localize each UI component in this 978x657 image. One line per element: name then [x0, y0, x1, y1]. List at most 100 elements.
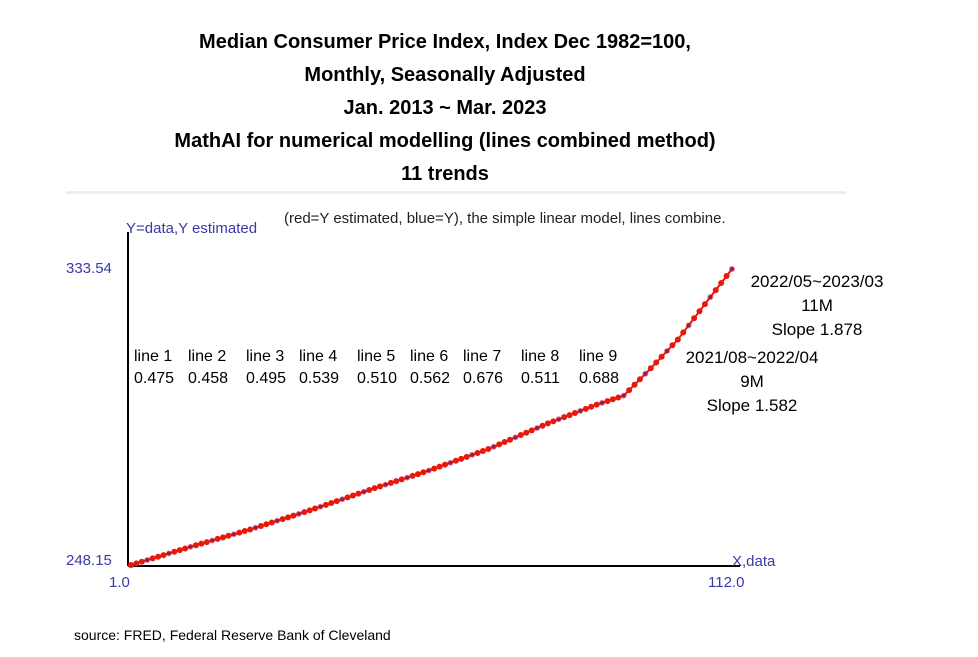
trend-segment-slope: 0.510 — [357, 370, 397, 387]
data-point-y-estimated — [577, 407, 584, 414]
trend-segment-name: line 1 — [134, 348, 172, 365]
data-point-y-estimated — [322, 501, 329, 508]
data-point-y-estimated — [539, 422, 546, 429]
data-point-y-estimated — [550, 418, 557, 425]
data-point-y-estimated — [290, 512, 297, 519]
trend-segment-slope: 0.676 — [463, 370, 503, 387]
data-point-y-estimated — [712, 287, 719, 294]
data-point-y-estimated — [371, 485, 378, 492]
data-point-y-estimated — [452, 457, 459, 464]
trend-segment-name: line 4 — [299, 348, 337, 365]
data-point-y-estimated — [339, 496, 346, 503]
x-tick-label-max: 112.0 — [708, 574, 744, 591]
data-point-y-estimated — [349, 492, 356, 499]
data-point-y-estimated — [312, 505, 319, 512]
data-point-y-estimated — [366, 486, 373, 493]
chart-title-block: Median Consumer Price Index, Index Dec 1… — [0, 26, 890, 191]
data-point-y-estimated — [631, 381, 638, 388]
trend-segment-slope: 0.539 — [299, 370, 339, 387]
chart-title-line-2: Monthly, Seasonally Adjusted — [304, 64, 586, 86]
data-point-y-estimated — [523, 429, 530, 436]
data-point-y-estimated — [236, 529, 243, 536]
data-point-y-estimated — [133, 560, 140, 567]
data-point-y-estimated — [458, 455, 465, 462]
data-point-y-estimated — [301, 509, 308, 516]
x-axis-title: X,data — [732, 553, 776, 570]
data-point-y-estimated — [225, 532, 232, 539]
data-point-y-estimated — [436, 463, 443, 470]
data-point-y-estimated — [404, 474, 411, 481]
data-point-y-estimated — [387, 479, 394, 486]
data-point-y-estimated — [257, 523, 264, 530]
data-point-y-estimated — [192, 542, 199, 549]
trend-segment-name: line 5 — [357, 348, 395, 365]
annotation-period: 2022/05~2023/03 — [751, 272, 884, 291]
data-point-y-estimated — [268, 519, 275, 526]
data-point-y-estimated — [138, 558, 145, 565]
data-point-y-estimated — [285, 514, 292, 521]
data-point-y-estimated — [496, 441, 503, 448]
data-point-y-estimated — [566, 412, 573, 419]
data-point-y-estimated — [680, 329, 687, 336]
trend-segment-name: line 9 — [579, 348, 617, 365]
data-point-y-estimated — [544, 420, 551, 427]
data-point-y-estimated — [165, 550, 172, 557]
data-point-y-estimated — [479, 448, 486, 455]
annotation-slope: Slope 1.582 — [707, 396, 798, 415]
data-point-y-estimated — [409, 472, 416, 479]
data-point-y-estimated — [176, 547, 183, 554]
data-point-y-estimated — [279, 516, 286, 523]
data-point-y-estimated — [247, 526, 254, 533]
data-point-y-estimated — [528, 427, 535, 434]
data-point-y-estimated — [501, 439, 508, 446]
data-point-y-estimated — [328, 499, 335, 506]
data-point-y-estimated — [182, 545, 189, 552]
data-point-y-estimated — [642, 370, 649, 377]
trend-segment-slope: 0.458 — [188, 370, 228, 387]
data-point-y-estimated — [571, 409, 578, 416]
data-point-y-estimated — [674, 336, 681, 343]
data-point-y-estimated — [691, 315, 698, 322]
series-line-y-estimated — [130, 268, 733, 566]
data-point-y-estimated — [198, 540, 205, 547]
data-point-y-estimated — [398, 476, 405, 483]
data-point-y-estimated — [377, 483, 384, 490]
data-point-y-estimated — [252, 524, 259, 531]
data-point-y-estimated — [209, 537, 216, 544]
trend-segment-name: line 6 — [410, 348, 448, 365]
chart-header-note: (red=Y estimated, blue=Y), the simple li… — [284, 210, 726, 227]
data-point-y-estimated — [393, 478, 400, 485]
data-point-y-estimated — [620, 392, 627, 399]
data-point-y-estimated — [723, 273, 730, 280]
chart-title-line-4: MathAI for numerical modelling (lines co… — [174, 130, 716, 152]
data-point-y-estimated — [507, 436, 514, 443]
data-point-y-estimated — [187, 543, 194, 550]
data-point-y-estimated — [701, 301, 708, 308]
data-point-y-estimated — [295, 510, 302, 517]
annotation-slope: Slope 1.878 — [772, 320, 863, 339]
title-separator — [66, 191, 846, 194]
annotation-period: 2021/08~2022/04 — [686, 348, 819, 367]
y-tick-label-max: 333.54 — [66, 260, 112, 277]
data-point-y-estimated — [561, 414, 568, 421]
data-point-y-estimated — [729, 266, 735, 272]
data-point-y-estimated — [355, 490, 362, 497]
data-point-y-estimated — [149, 555, 156, 562]
trend-segment-slope: 0.475 — [134, 370, 174, 387]
data-point-y-estimated — [306, 507, 313, 514]
annotation-months: 11M — [801, 296, 833, 315]
data-point-y-estimated — [490, 443, 497, 450]
data-point-y-estimated — [474, 449, 481, 456]
data-point-y-estimated — [463, 453, 470, 460]
trend-segment-labels: line 1 0.475 line 2 0.458 line 3 0.495 line 4 0… — [134, 348, 619, 387]
data-point-y-estimated — [431, 465, 438, 472]
trend-annotations: 2021/08~2022/04 9M Slope 1.582 2022/05~2023… — [686, 272, 884, 415]
data-point-y-estimated — [274, 517, 281, 524]
data-point-y-estimated — [653, 359, 660, 366]
y-axis-title: Y=data,Y estimated — [126, 220, 257, 237]
data-point-y-estimated — [696, 308, 703, 315]
data-point-y-estimated — [593, 401, 600, 408]
data-point-y-estimated — [647, 365, 654, 372]
data-point-y-estimated — [707, 294, 714, 301]
data-point-y-estimated — [128, 562, 134, 568]
